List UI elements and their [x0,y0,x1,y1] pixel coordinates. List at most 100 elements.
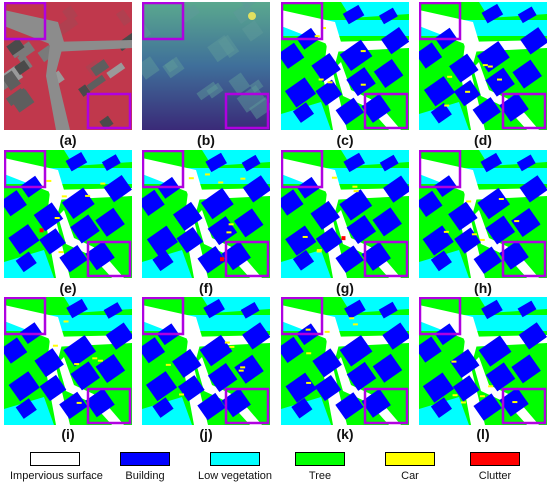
building [95,207,125,237]
legend-swatch [470,452,520,466]
building [518,322,547,350]
car [229,345,235,348]
elevated-structure [228,72,251,95]
car [306,381,312,384]
legend-label: Building [125,470,165,482]
car [452,394,458,397]
building [339,39,373,71]
panel-svg [4,297,132,425]
car [316,250,322,253]
car [204,173,210,176]
building [485,215,516,245]
building [176,226,204,254]
high-point [248,12,256,20]
building [221,388,251,418]
car [76,401,82,404]
car [54,217,60,220]
building [419,42,443,69]
car [314,35,320,38]
building [101,154,121,171]
building [472,97,501,125]
elevated-structure [238,2,259,10]
panel-caption: (d) [474,132,492,148]
building [343,152,366,173]
car [306,352,312,355]
building [95,354,126,384]
building [221,241,251,271]
highlight-box [281,150,324,189]
elevated-structure [236,85,266,113]
elevated-structure [241,20,264,42]
building [8,371,40,402]
building [373,58,404,88]
legend-item-clutter: Clutter [450,452,540,482]
car [179,393,185,396]
car [100,182,106,185]
roof [6,38,25,56]
building [142,337,166,364]
car [318,78,324,81]
building [315,79,343,106]
building [453,79,481,107]
building [473,393,502,421]
building [146,225,178,256]
building [281,189,304,216]
building [450,349,480,379]
building [314,374,342,402]
building [339,189,373,221]
building [339,335,373,367]
building [105,322,132,350]
building [419,190,443,217]
car [471,233,477,236]
building [481,3,504,24]
elevated-structure [179,4,201,23]
road [4,10,70,130]
car [226,231,232,234]
roof [99,115,114,130]
building [430,397,453,418]
legend-swatch [385,452,435,466]
building [346,215,377,245]
car [92,357,98,360]
legend-item-impervious-surface: Impervious surface [10,452,103,482]
building [103,174,132,203]
building [66,298,88,319]
building [519,175,547,203]
building [33,202,64,232]
building [361,388,391,418]
car [349,317,355,320]
car [447,75,453,78]
building [234,354,264,384]
roof [90,59,110,77]
building [315,227,343,254]
building [34,348,64,378]
car [85,194,91,197]
car [165,363,171,366]
building [4,337,28,364]
building [205,152,227,173]
building [285,372,317,403]
building [172,348,202,378]
car [460,401,466,404]
building [197,246,226,274]
highlight-box [281,2,324,41]
panel-image [4,297,132,425]
building [281,42,305,69]
panel-svg [419,2,547,130]
building [292,249,315,271]
building [422,372,454,403]
car [443,230,449,233]
panel-caption: (f) [199,280,213,296]
elevated-structure [142,56,160,80]
elevated-structure [196,81,219,101]
building [285,225,317,256]
building [70,361,100,391]
car [305,328,311,331]
panel-svg [281,297,409,425]
panel-image [4,150,132,278]
building [59,391,88,420]
panel-image [142,2,270,130]
building [70,214,100,244]
building [200,187,234,220]
car [479,395,485,398]
